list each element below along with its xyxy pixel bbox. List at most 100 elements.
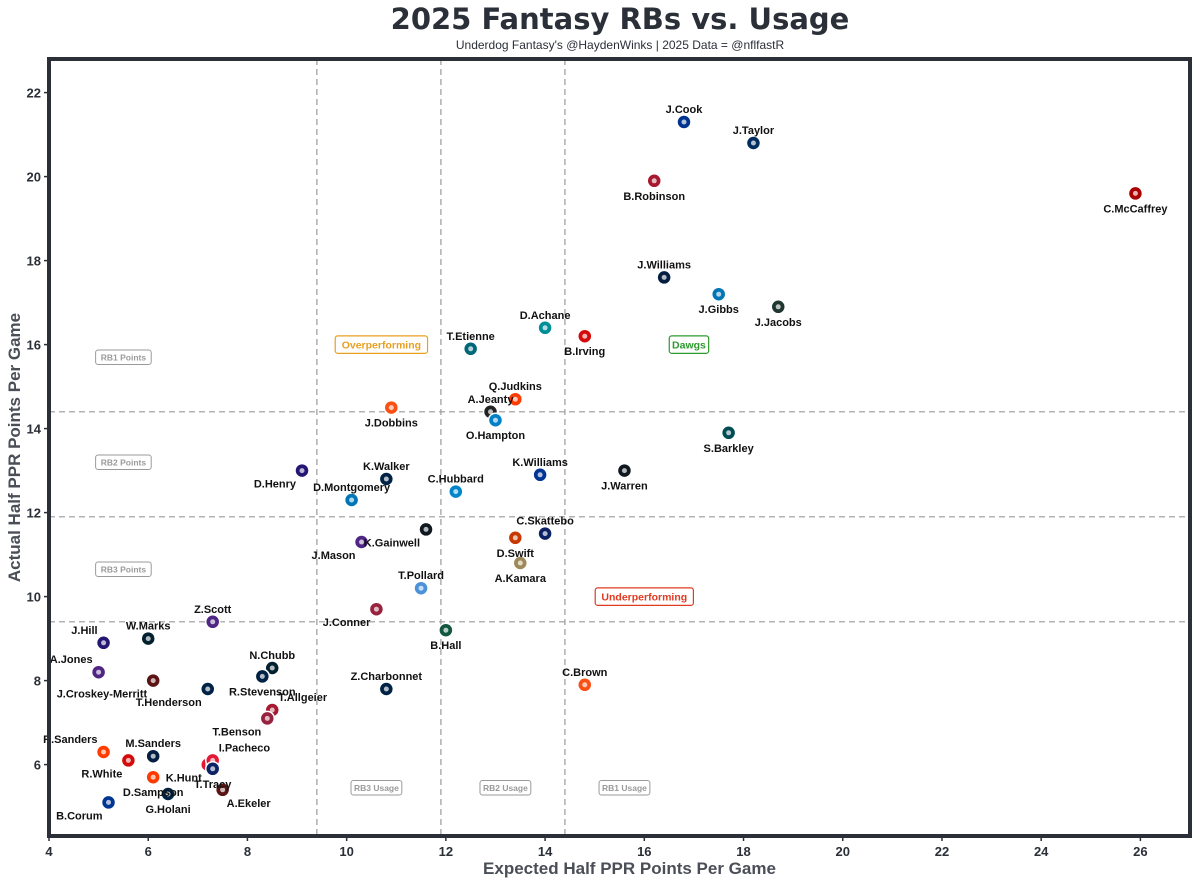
category-box-text: Dawgs <box>672 339 706 351</box>
player-marker <box>577 677 593 693</box>
player-label: D.Swift <box>497 548 535 560</box>
player-marker <box>343 492 360 508</box>
team-logo-center <box>453 489 459 495</box>
player-marker <box>532 467 548 483</box>
x-tick-label: 16 <box>637 844 651 859</box>
player-marker <box>90 664 107 680</box>
team-logo-center <box>299 468 305 474</box>
player-marker <box>656 269 672 286</box>
player-label: J.Croskey-Merritt <box>57 689 148 701</box>
player-marker <box>462 341 479 357</box>
category-box-text: Underperforming <box>601 591 687 603</box>
x-tick-label: 8 <box>244 844 251 859</box>
category-box-frame <box>594 587 695 606</box>
player-marker <box>378 681 395 697</box>
player-label: T.Tracy <box>194 779 232 791</box>
player-label: N.Chubb <box>249 650 295 662</box>
team-logo-center <box>582 333 588 339</box>
player-marker <box>616 462 633 479</box>
player-marker <box>577 328 593 344</box>
player-marker <box>487 412 504 428</box>
team-logo-center <box>423 526 429 532</box>
team-logo-center <box>512 396 518 402</box>
category-box-text: Overperforming <box>342 339 421 351</box>
plot-frame <box>47 57 1192 838</box>
team-logo-center <box>716 291 722 297</box>
player-label: C.Brown <box>562 667 608 679</box>
player-label: J.Mason <box>312 550 356 562</box>
category-box: Dawgs <box>668 335 710 354</box>
player-label: I.Pacheco <box>219 742 271 754</box>
team-logo-center <box>259 673 265 679</box>
team-logo-center <box>661 274 667 280</box>
chart-subtitle: Underdog Fantasy's @HaydenWinks | 2025 D… <box>455 38 785 52</box>
points-box: RB1 Points <box>95 349 152 365</box>
player-marker <box>745 135 762 151</box>
usage-box-text: RB2 Usage <box>483 783 528 793</box>
player-marker <box>204 614 221 630</box>
team-logo-center <box>165 791 171 797</box>
player-marker <box>294 462 310 479</box>
player-label: B.Hall <box>430 640 461 652</box>
player-label: A.Kamara <box>495 573 547 585</box>
player-marker <box>710 286 727 302</box>
team-logo-center <box>125 757 131 763</box>
team-logo-center <box>775 304 781 310</box>
player-label: R.Sanders <box>43 734 97 746</box>
player-label: K.Williams <box>512 457 568 469</box>
player-marker <box>378 471 395 487</box>
player-label: D.Sampson <box>123 787 184 799</box>
points-box-frame <box>95 561 152 578</box>
player-label: G.Holani <box>145 804 190 816</box>
player-label: Q.Judkins <box>489 381 542 393</box>
category-box: Underperforming <box>594 587 695 606</box>
y-tick-label: 6 <box>34 758 41 773</box>
player-marker <box>507 530 524 546</box>
player-marker <box>438 622 454 638</box>
team-logo-center <box>150 753 156 759</box>
player-marker <box>1127 185 1144 202</box>
player-label: J.Hill <box>71 625 97 637</box>
player-label: A.Jones <box>50 654 93 666</box>
player-marker <box>140 630 156 647</box>
team-logo-center <box>492 417 498 423</box>
y-tick-label: 16 <box>27 338 41 353</box>
team-logo-center <box>150 678 156 684</box>
y-tick-label: 12 <box>27 506 41 521</box>
x-tick-label: 12 <box>439 844 453 859</box>
x-tick-label: 6 <box>145 844 152 859</box>
player-marker <box>448 483 464 500</box>
player-label: K.Hunt <box>166 773 202 785</box>
player-marker <box>413 580 429 596</box>
chart-title: 2025 Fantasy RBs vs. Usage <box>390 2 850 36</box>
player-marker <box>646 173 662 189</box>
team-logo-center <box>101 749 107 755</box>
team-logo-center <box>96 669 102 675</box>
y-tick-label: 22 <box>27 86 41 101</box>
team-logo-center <box>145 636 151 642</box>
player-label: S.Barkley <box>704 443 755 455</box>
category-box-frame <box>334 335 429 354</box>
player-marker <box>507 391 524 407</box>
y-tick-label: 20 <box>27 170 41 185</box>
player-marker <box>160 786 176 802</box>
player-label: B.Robinson <box>623 191 685 203</box>
player-label: J.Warren <box>601 481 648 493</box>
team-logo-center <box>269 707 275 713</box>
team-logo-center <box>582 682 588 688</box>
player-label: K.Walker <box>363 461 410 473</box>
team-logo-center <box>418 585 424 591</box>
team-logo-center <box>205 686 211 692</box>
y-tick-label: 8 <box>34 674 41 689</box>
player-marker <box>120 752 137 769</box>
player-label: K.Gainwell <box>364 537 420 549</box>
player-label: J.Dobbins <box>365 418 418 430</box>
player-label: T.Benson <box>212 726 261 738</box>
y-tick-label: 14 <box>27 422 42 437</box>
player-label: T.Etienne <box>447 331 495 343</box>
player-label: J.Cook <box>666 104 704 116</box>
player-marker <box>145 748 161 764</box>
x-tick-label: 24 <box>1034 844 1049 859</box>
player-label: R.Stevenson <box>229 686 296 698</box>
player-label: T.Allgeier <box>278 692 328 704</box>
